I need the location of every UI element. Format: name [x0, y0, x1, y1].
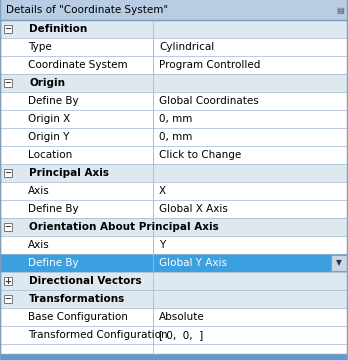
Bar — [0, 236, 348, 254]
Text: Type: Type — [28, 42, 52, 52]
Bar — [0, 56, 348, 74]
Text: ▼: ▼ — [336, 258, 342, 267]
Text: Absolute: Absolute — [159, 312, 205, 322]
Bar — [4, 295, 12, 303]
Bar — [0, 272, 348, 290]
Text: Program Controlled: Program Controlled — [159, 60, 261, 70]
Text: Transformed Configuration: Transformed Configuration — [28, 330, 168, 340]
Bar — [0, 308, 348, 326]
Bar — [4, 223, 12, 231]
Bar — [0, 0, 348, 20]
Bar — [0, 218, 348, 236]
Bar — [4, 79, 12, 87]
Text: Axis: Axis — [28, 186, 50, 196]
Text: −: − — [5, 222, 11, 231]
Text: Origin Y: Origin Y — [28, 132, 69, 142]
Bar — [331, 255, 347, 271]
Text: −: − — [5, 24, 11, 33]
Text: Define By: Define By — [28, 258, 79, 268]
Text: Y: Y — [159, 240, 165, 250]
Bar — [0, 38, 348, 56]
Bar — [0, 92, 348, 110]
Text: Global X Axis: Global X Axis — [159, 204, 228, 214]
Text: Transformations: Transformations — [29, 294, 125, 304]
Text: Define By: Define By — [28, 204, 79, 214]
Text: ▤: ▤ — [336, 5, 344, 14]
Text: Orientation About Principal Axis: Orientation About Principal Axis — [29, 222, 219, 232]
Bar — [0, 182, 348, 200]
Text: Origin: Origin — [29, 78, 65, 88]
Text: Click to Change: Click to Change — [159, 150, 242, 160]
Bar — [4, 277, 12, 285]
Text: Definition: Definition — [29, 24, 87, 34]
Bar — [4, 25, 12, 33]
Text: Directional Vectors: Directional Vectors — [29, 276, 142, 286]
Bar — [0, 110, 348, 128]
Text: Axis: Axis — [28, 240, 50, 250]
Text: −: − — [5, 168, 11, 177]
Bar — [0, 254, 348, 272]
Text: Global Y Axis: Global Y Axis — [159, 258, 227, 268]
Bar — [0, 326, 348, 344]
Bar — [0, 128, 348, 146]
Text: −: − — [5, 294, 11, 303]
Text: Origin X: Origin X — [28, 114, 70, 124]
Text: Coordinate System: Coordinate System — [28, 60, 128, 70]
Bar — [0, 20, 348, 38]
Bar — [0, 74, 348, 92]
Text: Location: Location — [28, 150, 72, 160]
Text: Define By: Define By — [28, 96, 79, 106]
Bar — [0, 164, 348, 182]
Text: −: − — [5, 78, 11, 87]
Text: Base Configuration: Base Configuration — [28, 312, 128, 322]
Text: Cylindrical: Cylindrical — [159, 42, 214, 52]
Text: 0, mm: 0, mm — [159, 114, 192, 124]
Bar — [0, 146, 348, 164]
Text: 0, mm: 0, mm — [159, 132, 192, 142]
Text: Global Coordinates: Global Coordinates — [159, 96, 259, 106]
Text: X: X — [159, 186, 166, 196]
Bar — [0, 354, 348, 360]
Bar — [0, 290, 348, 308]
Text: Principal Axis: Principal Axis — [29, 168, 109, 178]
Text: [ 0,  0,  ]: [ 0, 0, ] — [159, 330, 203, 340]
Text: Details of "Coordinate System": Details of "Coordinate System" — [6, 5, 168, 15]
Text: +: + — [5, 276, 11, 285]
Bar — [4, 169, 12, 177]
Bar — [0, 200, 348, 218]
